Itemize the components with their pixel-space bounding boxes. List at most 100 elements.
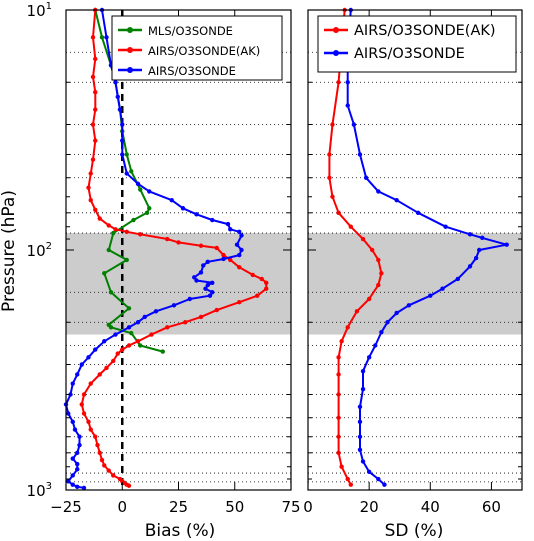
data-point bbox=[66, 479, 71, 484]
data-point bbox=[194, 278, 199, 283]
data-point bbox=[198, 270, 204, 275]
data-point bbox=[115, 351, 120, 356]
data-point bbox=[165, 236, 170, 242]
data-point bbox=[138, 232, 143, 237]
data-point bbox=[93, 107, 98, 112]
data-point bbox=[97, 216, 102, 221]
data-point bbox=[198, 243, 204, 248]
data-point bbox=[394, 197, 399, 203]
data-point bbox=[135, 320, 141, 325]
data-point bbox=[336, 450, 341, 456]
data-point bbox=[210, 290, 215, 295]
data-point bbox=[124, 229, 129, 235]
data-point bbox=[382, 482, 387, 487]
shaded-band bbox=[308, 233, 522, 335]
data-point bbox=[93, 56, 98, 62]
data-point bbox=[142, 314, 147, 320]
data-point bbox=[504, 242, 509, 247]
data-point bbox=[214, 245, 219, 251]
data-point bbox=[75, 484, 80, 490]
data-point bbox=[237, 265, 242, 270]
data-point bbox=[97, 372, 102, 377]
data-point bbox=[357, 419, 363, 425]
data-point bbox=[370, 247, 375, 253]
data-point bbox=[357, 404, 363, 409]
data-point bbox=[90, 74, 96, 80]
data-point bbox=[376, 257, 381, 263]
data-point bbox=[147, 206, 152, 211]
data-point bbox=[115, 94, 120, 100]
data-point bbox=[77, 434, 82, 439]
data-point bbox=[348, 224, 353, 229]
legend-marker bbox=[127, 27, 133, 33]
sd-x-axis-label: SD (%) bbox=[385, 521, 444, 541]
data-point bbox=[385, 320, 390, 325]
data-point bbox=[102, 271, 107, 276]
y-tick-label: 101 bbox=[27, 1, 52, 20]
data-point bbox=[336, 415, 341, 420]
data-point bbox=[138, 343, 143, 348]
data-point bbox=[135, 339, 141, 344]
data-point bbox=[221, 252, 226, 258]
data-point bbox=[336, 434, 341, 439]
legend-marker bbox=[333, 50, 339, 56]
data-point bbox=[360, 369, 366, 374]
y-tick-labels: 101 102 103 bbox=[27, 1, 52, 500]
data-point bbox=[379, 271, 384, 276]
x-tick-label: 20 bbox=[360, 498, 379, 516]
legend-entry: AIRS/O3SONDE(AK) bbox=[148, 44, 260, 58]
axes-frame bbox=[307, 9, 523, 491]
data-point bbox=[354, 309, 360, 314]
data-point bbox=[77, 442, 82, 448]
data-point bbox=[176, 240, 181, 245]
data-point bbox=[126, 325, 132, 330]
data-point bbox=[126, 483, 132, 488]
data-point bbox=[239, 247, 244, 253]
data-point bbox=[111, 358, 116, 364]
x-tick-label: 0 bbox=[117, 498, 127, 516]
data-point bbox=[327, 175, 332, 180]
data-point bbox=[70, 482, 75, 487]
data-point bbox=[228, 257, 233, 263]
data-point bbox=[327, 152, 332, 157]
data-point bbox=[126, 306, 132, 311]
data-point bbox=[336, 372, 341, 377]
data-point bbox=[81, 392, 87, 397]
data-point bbox=[467, 264, 473, 269]
data-point bbox=[394, 310, 399, 316]
data-point bbox=[351, 122, 357, 127]
data-point bbox=[70, 473, 75, 478]
legend-box bbox=[317, 15, 517, 73]
data-point bbox=[428, 293, 433, 298]
data-point bbox=[221, 256, 226, 262]
y-tick-label: 103 bbox=[27, 481, 52, 500]
legend-marker bbox=[127, 67, 133, 73]
data-point bbox=[237, 299, 242, 305]
data-point bbox=[363, 175, 369, 180]
data-point bbox=[72, 427, 78, 432]
data-point bbox=[264, 286, 269, 291]
data-point bbox=[357, 447, 363, 453]
data-point bbox=[336, 355, 341, 360]
data-point bbox=[131, 217, 136, 223]
data-point bbox=[104, 35, 109, 40]
data-point bbox=[113, 227, 118, 232]
data-point bbox=[480, 235, 485, 241]
data-point bbox=[406, 303, 412, 308]
data-point bbox=[336, 210, 341, 216]
data-point bbox=[171, 303, 177, 308]
data-point bbox=[97, 450, 102, 456]
data-point bbox=[117, 107, 123, 112]
y-axis-label: Pressure (hPa) bbox=[0, 190, 19, 312]
data-point bbox=[113, 332, 118, 337]
data-point bbox=[93, 434, 98, 439]
data-point bbox=[149, 332, 154, 337]
legend-entry: AIRS/O3SONDE bbox=[148, 64, 236, 78]
data-point bbox=[126, 343, 132, 348]
data-point bbox=[79, 362, 84, 367]
data-point bbox=[75, 372, 80, 377]
data-point bbox=[108, 325, 114, 330]
data-point bbox=[203, 286, 208, 291]
data-point bbox=[336, 392, 341, 397]
